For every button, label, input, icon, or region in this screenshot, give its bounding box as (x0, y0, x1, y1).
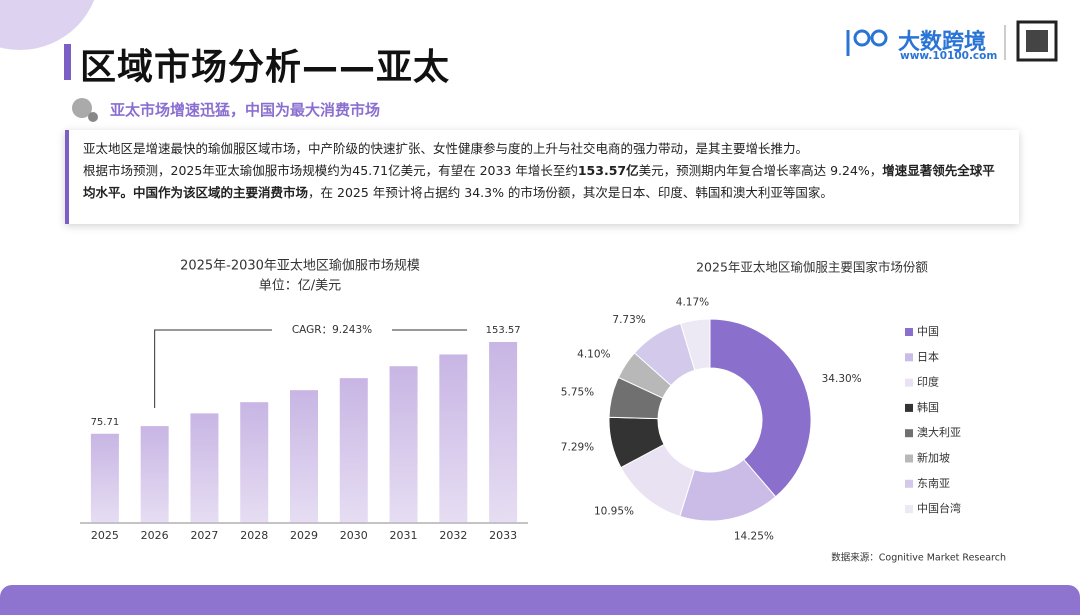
intro-box: 亚太地区是增速最快的瑜伽服区域市场，中产阶级的快速扩张、女性健康参与度的上升与社… (65, 130, 1019, 224)
legend-swatch (905, 505, 913, 514)
bar (389, 366, 418, 523)
x-tick-label: 2025 (91, 529, 119, 542)
footer-band (0, 585, 1080, 615)
legend-label: 东南亚 (917, 477, 950, 490)
legend-swatch (905, 454, 913, 463)
subtitle: 亚太市场增速迅猛，中国为最大消费市场 (110, 101, 381, 119)
title-accent (64, 44, 71, 80)
legend-swatch (905, 403, 913, 412)
legend-label: 澳大利亚 (917, 425, 961, 439)
slice-label: 4.10% (577, 349, 610, 361)
slice-label: 7.73% (612, 314, 645, 326)
x-tick-label: 2028 (240, 529, 268, 542)
x-tick-label: 2033 (489, 529, 517, 542)
slice-label: 5.75% (561, 387, 594, 399)
text-run: ，在 2025 年预计将占据约 34.3% 的市场份额，其次是日本、印度、韩国和… (308, 185, 833, 200)
legend-label: 中国 (917, 325, 939, 338)
logo-mark (846, 29, 888, 56)
slice-label: 4.17% (676, 296, 709, 308)
text-run: 亚太地区是增速最快的瑜伽服区域市场，中产阶级的快速扩张、女性健康参与度的上升与社… (83, 141, 809, 156)
chart-subtitle: 单位：亿/美元 (259, 279, 341, 294)
bar (439, 354, 468, 523)
logo-ring (870, 29, 888, 47)
slice-label: 10.95% (594, 506, 634, 518)
annotation-line (154, 329, 272, 408)
bar (190, 413, 219, 523)
bar (339, 378, 368, 523)
value-label: 75.71 (91, 417, 120, 428)
gear-icon-small (88, 112, 98, 122)
x-tick-label: 2029 (290, 529, 318, 542)
bar (489, 342, 518, 523)
bar (140, 426, 169, 523)
legend-swatch (905, 429, 913, 438)
brand-url: www.10100.com (900, 50, 998, 62)
x-tick-label: 2030 (340, 529, 368, 542)
chart-title: 2025年-2030年亚太地区瑜伽服市场规模 (180, 258, 420, 274)
donut-slice (679, 318, 711, 371)
chart-title: 2025年亚太地区瑜伽服主要国家市场份额 (696, 260, 928, 275)
legend-swatch (905, 479, 913, 488)
corner-circle (0, 0, 95, 50)
slice-label: 7.29% (561, 441, 594, 453)
legend-label: 日本 (917, 349, 939, 363)
paragraph: 亚太地区是增速最快的瑜伽服区域市场，中产阶级的快速扩张、女性健康参与度的上升与社… (83, 138, 1005, 160)
gear-icon (72, 98, 92, 118)
legend-label: 中国台湾 (917, 501, 961, 515)
legend-swatch (905, 378, 913, 387)
text-run: 增速显著领先全球平均水平。中国作为该区域的主要消费市场 (83, 163, 995, 200)
text-run: 153.57亿 (577, 163, 639, 178)
logo-ring (853, 29, 871, 47)
legend-label: 韩国 (917, 400, 939, 414)
slice-label: 34.30% (822, 373, 862, 385)
legend-label: 印度 (917, 375, 939, 389)
bar (240, 402, 269, 523)
legend-swatch (905, 353, 913, 362)
bar (290, 390, 318, 523)
donut-slice (709, 318, 812, 498)
page-title: 区域市场分析——亚太 (80, 47, 451, 88)
text-run: 根据市场预测，2025年亚太瑜伽服市场规模约为45.71亿美元，有望在 2033… (83, 163, 578, 178)
paragraph: 根据市场预测，2025年亚太瑜伽服市场规模约为45.71亿美元，有望在 2033… (83, 160, 1005, 204)
source: 数据来源：Cognitive Market Research (831, 552, 1006, 564)
x-tick-label: 2031 (390, 529, 418, 542)
brand: 大数跨境 (898, 30, 987, 55)
x-tick-label: 2032 (439, 529, 467, 542)
value-label: 153.57 (486, 325, 521, 336)
legend-swatch (905, 328, 913, 336)
qr-code-inner (1026, 30, 1048, 52)
x-tick-label: 2026 (141, 529, 169, 542)
legend-label: 新加坡 (917, 451, 950, 465)
annotation: CAGR：9.243% (292, 324, 372, 336)
x-tick-label: 2027 (190, 529, 218, 542)
slice-label: 14.25% (734, 531, 774, 543)
bar (90, 433, 119, 523)
qr-code (1016, 20, 1058, 62)
text-run: 美元，预测期内年复合增长率高达 9.24%， (638, 163, 883, 178)
